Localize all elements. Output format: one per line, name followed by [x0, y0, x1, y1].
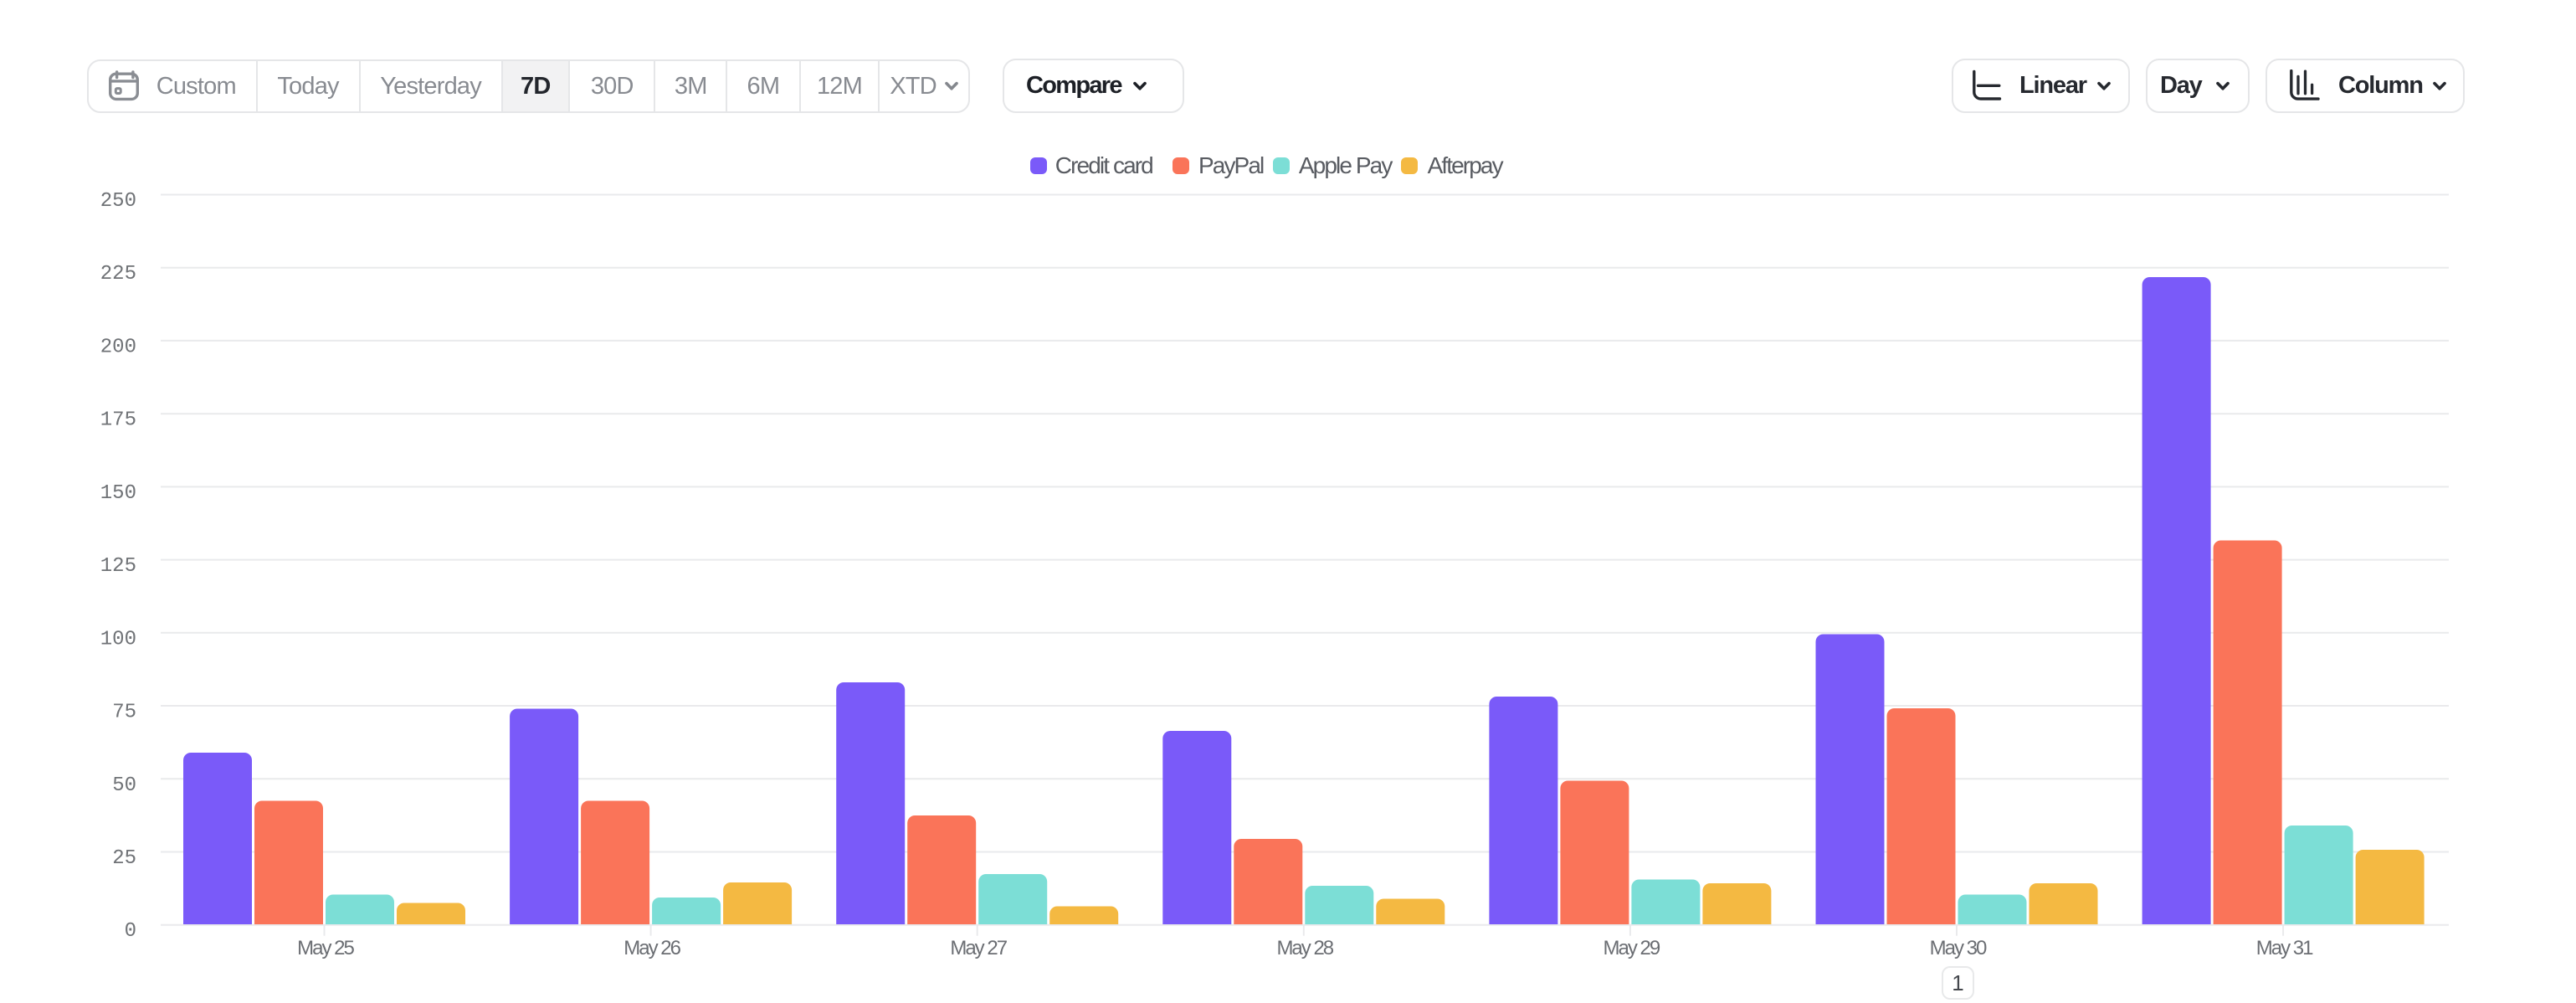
- svg-text:75: 75: [112, 702, 136, 724]
- svg-text:May 29: May 29: [1604, 937, 1660, 959]
- svg-text:May 26: May 26: [623, 937, 680, 959]
- svg-text:May 25: May 25: [297, 937, 354, 959]
- svg-text:25: 25: [112, 847, 136, 870]
- svg-text:100: 100: [100, 628, 136, 651]
- svg-text:150: 150: [100, 482, 136, 505]
- svg-text:225: 225: [100, 263, 136, 285]
- svg-text:175: 175: [100, 409, 136, 432]
- svg-text:0: 0: [125, 920, 136, 943]
- svg-text:125: 125: [100, 555, 136, 578]
- svg-text:May 30: May 30: [1930, 937, 1987, 959]
- svg-text:May 31: May 31: [2256, 937, 2313, 959]
- svg-text:250: 250: [100, 190, 136, 213]
- svg-text:50: 50: [112, 774, 136, 797]
- svg-text:May 28: May 28: [1276, 937, 1333, 959]
- svg-text:200: 200: [100, 336, 136, 358]
- svg-text:May 27: May 27: [950, 937, 1007, 959]
